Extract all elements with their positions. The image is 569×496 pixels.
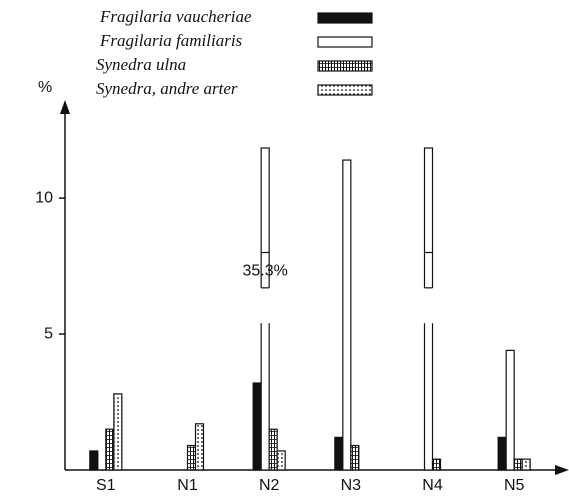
bar xyxy=(113,393,123,471)
x-arrow xyxy=(555,465,569,475)
bar xyxy=(252,382,262,471)
y-tick-label: 5 xyxy=(44,325,53,342)
x-tick-label: S1 xyxy=(96,477,116,494)
legend-swatch xyxy=(317,12,373,24)
bar xyxy=(350,444,360,471)
legend-label: Fragilaria familiaris xyxy=(99,31,243,50)
y-arrow xyxy=(60,100,70,114)
x-tick-label: N5 xyxy=(504,477,525,494)
legend-swatch xyxy=(317,36,373,48)
axis-break xyxy=(423,287,434,324)
bar xyxy=(105,428,115,471)
bar xyxy=(334,436,344,471)
y-tick-label: 10 xyxy=(35,189,53,206)
bar xyxy=(431,458,442,471)
bar xyxy=(276,450,286,471)
bar xyxy=(505,349,515,471)
y-axis-label: % xyxy=(38,79,52,96)
x-tick-label: N3 xyxy=(341,477,362,494)
legend-swatch xyxy=(317,84,373,96)
x-tick-label: N4 xyxy=(422,477,443,494)
bar xyxy=(268,428,278,471)
axis-break xyxy=(260,287,271,324)
x-tick-label: N1 xyxy=(177,477,198,494)
bar xyxy=(194,423,205,471)
bar xyxy=(186,444,197,471)
bar xyxy=(89,450,99,471)
value-label: 35.3% xyxy=(242,262,287,279)
legend-label: Synedra ulna xyxy=(96,55,186,74)
legend-label: Synedra, andre arter xyxy=(96,79,238,98)
x-tick-label: N2 xyxy=(259,477,280,494)
bar xyxy=(513,458,523,471)
legend-label: Fragilaria vaucheriae xyxy=(99,7,252,26)
bar xyxy=(497,436,507,471)
bar xyxy=(521,458,531,471)
bar xyxy=(342,159,352,471)
legend-swatch xyxy=(317,60,373,72)
